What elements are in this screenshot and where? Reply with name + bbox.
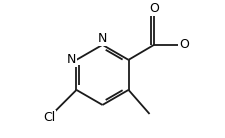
Text: N: N: [97, 32, 107, 45]
Text: O: O: [148, 2, 158, 15]
Text: N: N: [67, 53, 76, 66]
Text: O: O: [178, 38, 188, 51]
Text: Cl: Cl: [43, 111, 55, 124]
